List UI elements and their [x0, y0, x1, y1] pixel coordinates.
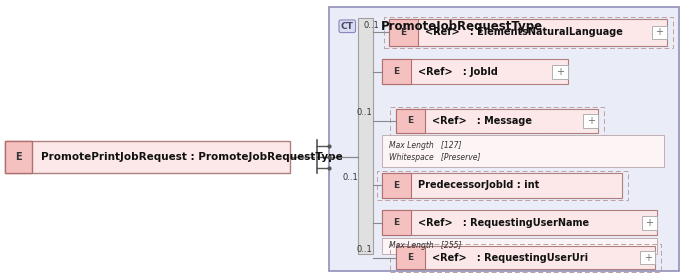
Bar: [391, 244, 661, 271]
Bar: [382, 173, 411, 198]
Bar: [652, 26, 667, 39]
Bar: [5, 141, 32, 173]
Text: E: E: [393, 67, 400, 76]
Bar: [5, 141, 289, 173]
Text: E: E: [407, 116, 413, 125]
Text: E: E: [393, 218, 400, 227]
Text: 0..1: 0..1: [363, 21, 379, 30]
Bar: [640, 251, 655, 264]
Text: <Ref>   : JobId: <Ref> : JobId: [418, 67, 497, 77]
Text: PredecessorJobId : int: PredecessorJobId : int: [418, 180, 539, 190]
Text: <Ref>   : RequestingUserUri: <Ref> : RequestingUserUri: [431, 252, 588, 263]
Bar: [377, 171, 628, 200]
Text: E: E: [400, 28, 407, 37]
Text: 0..1: 0..1: [342, 173, 358, 182]
Text: 0..1: 0..1: [356, 245, 372, 254]
Text: +: +: [645, 218, 653, 228]
Bar: [358, 18, 373, 254]
Text: +: +: [644, 252, 652, 263]
Text: PromoteJobRequestType: PromoteJobRequestType: [381, 20, 543, 33]
Bar: [396, 109, 599, 133]
Text: Max Length   [127]
Whitespace   [Preserve]: Max Length [127] Whitespace [Preserve]: [389, 141, 481, 162]
Text: CT: CT: [341, 22, 353, 31]
Bar: [389, 19, 418, 45]
Bar: [382, 135, 664, 167]
Bar: [396, 246, 655, 269]
Bar: [382, 59, 411, 84]
Bar: [382, 210, 657, 235]
Bar: [584, 114, 599, 128]
Bar: [384, 17, 672, 48]
Bar: [396, 109, 425, 133]
Text: <Ref>   : ElementsNaturalLanguage: <Ref> : ElementsNaturalLanguage: [425, 27, 623, 37]
Text: Max Length   [255]: Max Length [255]: [389, 241, 462, 250]
Text: PromotePrintJobRequest : PromoteJobRequestType: PromotePrintJobRequest : PromoteJobReque…: [41, 152, 342, 162]
Text: +: +: [655, 27, 664, 37]
Text: E: E: [393, 181, 400, 190]
Bar: [553, 65, 568, 79]
Text: <Ref>   : RequestingUserName: <Ref> : RequestingUserName: [418, 218, 589, 228]
Bar: [391, 107, 604, 135]
Bar: [382, 237, 657, 254]
Bar: [382, 173, 622, 198]
Bar: [641, 216, 657, 230]
Text: +: +: [587, 116, 595, 126]
Bar: [382, 59, 568, 84]
Bar: [389, 19, 667, 45]
Bar: [382, 210, 411, 235]
Text: E: E: [15, 152, 22, 162]
Text: <Ref>   : Message: <Ref> : Message: [431, 116, 532, 126]
Bar: [329, 7, 679, 271]
Bar: [396, 246, 425, 269]
Text: 0..1: 0..1: [356, 109, 372, 117]
Text: E: E: [407, 253, 413, 262]
Text: +: +: [556, 67, 564, 77]
